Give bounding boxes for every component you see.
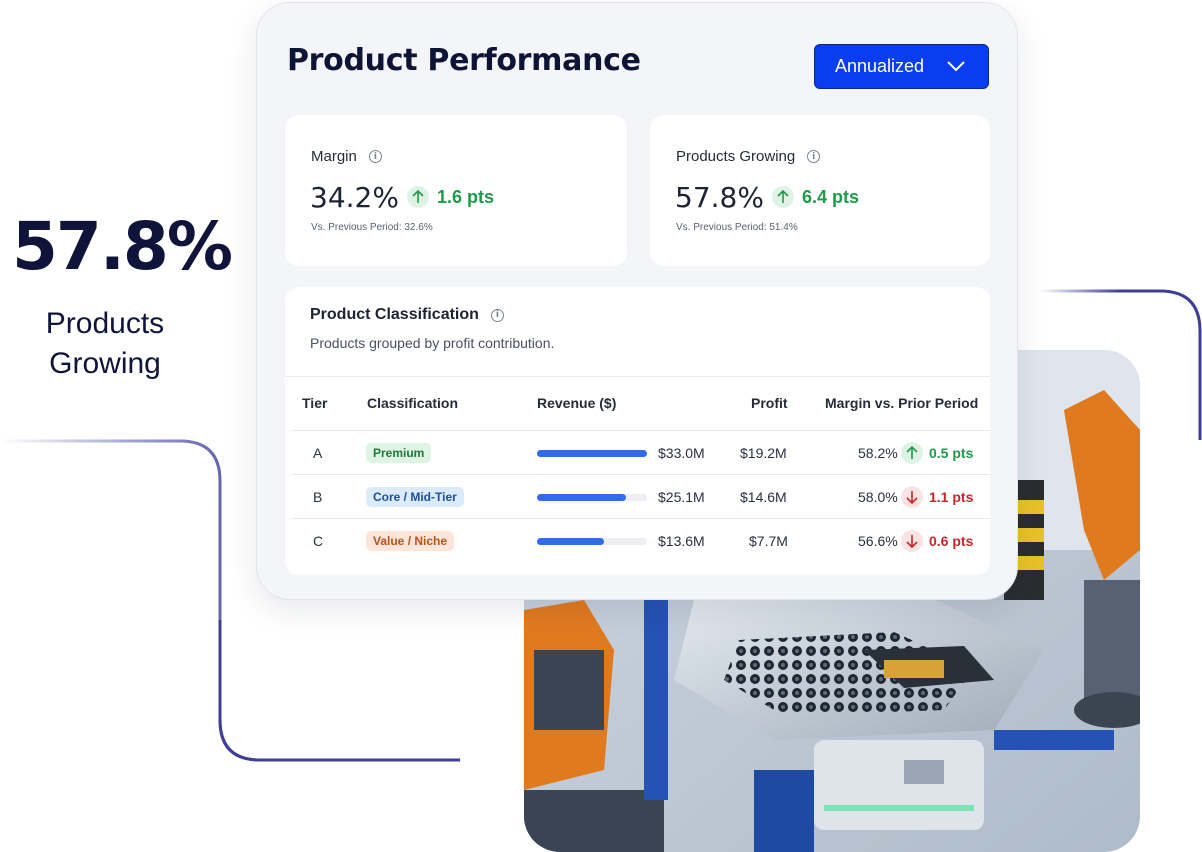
kpi-label: Products Growing [676, 148, 796, 165]
table-row[interactable]: C Value / Niche $13.6M $7.7M 56.6% 0.6 p… [291, 518, 990, 562]
period-dropdown-button[interactable]: Annualized [814, 44, 989, 89]
chevron-down-icon [947, 61, 965, 72]
classification-badge: Premium [366, 443, 432, 463]
profit-cell: $7.7M [749, 533, 788, 549]
info-icon[interactable]: i [368, 150, 382, 163]
margin-delta: 0.6 pts [901, 530, 973, 552]
callout-label-line1: Products [45, 307, 165, 340]
page-title: Product Performance [287, 43, 641, 78]
column-header-profit: Profit [751, 395, 788, 411]
kpi-card-margin: Margin i 34.2% 1.6 pts Vs. Previous Peri… [285, 115, 627, 266]
margin-delta-value: 0.6 pts [929, 533, 974, 549]
arrow-down-icon [901, 530, 923, 552]
kpi-comparison: Vs. Previous Period: 32.6% [311, 222, 433, 233]
margin-cell: 56.6% [858, 533, 898, 549]
classification-badge: Value / Niche [366, 531, 455, 551]
revenue-bar [537, 538, 647, 545]
column-header-classification: Classification [367, 395, 459, 411]
arrow-up-icon [407, 186, 429, 208]
margin-cell: 58.2% [858, 445, 898, 461]
tier-cell: A [313, 445, 323, 461]
revenue-bar [537, 450, 647, 457]
product-performance-card: Product Performance Annualized Margin i … [256, 2, 1018, 600]
margin-delta-value: 1.1 pts [929, 489, 974, 505]
kpi-delta: 1.6 pts [407, 186, 494, 208]
arrow-up-icon [901, 442, 923, 464]
profit-cell: $19.2M [740, 445, 787, 461]
revenue-cell: $13.6M [658, 533, 705, 549]
product-classification-panel: Product Classification i Products groupe… [285, 287, 990, 575]
kpi-delta-value: 1.6 pts [437, 186, 495, 207]
callout-label-line2: Growing [49, 347, 161, 380]
arrow-up-icon [772, 186, 794, 208]
period-dropdown-label: Annualized [835, 56, 925, 76]
margin-delta-value: 0.5 pts [929, 445, 974, 461]
panel-subtitle: Products grouped by profit contribution. [310, 335, 555, 351]
margin-delta: 1.1 pts [901, 486, 973, 508]
tier-cell: C [313, 533, 324, 549]
divider [285, 376, 990, 377]
margin-cell: 58.0% [858, 489, 898, 505]
callout-label: Products Growing [10, 304, 200, 384]
arrow-down-icon [901, 486, 923, 508]
revenue-bar-fill [537, 494, 627, 501]
classification-badge: Core / Mid-Tier [366, 487, 464, 507]
info-icon[interactable]: i [490, 308, 504, 322]
kpi-value: 57.8% [675, 181, 764, 214]
margin-delta: 0.5 pts [901, 442, 973, 464]
kpi-value: 34.2% [310, 181, 399, 214]
column-header-revenue: Revenue ($) [537, 395, 617, 411]
info-icon[interactable]: i [807, 150, 821, 163]
kpi-delta-value: 6.4 pts [802, 186, 860, 207]
kpi-comparison: Vs. Previous Period: 51.4% [676, 222, 798, 233]
column-header-margin: Margin vs. Prior Period [825, 395, 979, 411]
column-header-tier: Tier [302, 395, 328, 411]
profit-cell: $14.6M [740, 489, 787, 505]
table-row[interactable]: B Core / Mid-Tier $25.1M $14.6M 58.0% 1.… [291, 474, 990, 518]
revenue-bar-fill [537, 538, 605, 545]
table-row[interactable]: A Premium $33.0M $19.2M 58.2% 0.5 pts [291, 430, 990, 474]
kpi-card-products-growing: Products Growing i 57.8% 6.4 pts Vs. Pre… [650, 115, 990, 266]
callout-value: 57.8% [12, 208, 233, 285]
revenue-bar-fill [537, 450, 647, 457]
revenue-bar [537, 494, 647, 501]
tier-cell: B [313, 489, 323, 505]
kpi-delta: 6.4 pts [772, 186, 859, 208]
revenue-cell: $33.0M [658, 445, 705, 461]
kpi-label: Margin [311, 148, 357, 165]
revenue-cell: $25.1M [658, 489, 705, 505]
panel-title: Product Classification [310, 306, 479, 323]
